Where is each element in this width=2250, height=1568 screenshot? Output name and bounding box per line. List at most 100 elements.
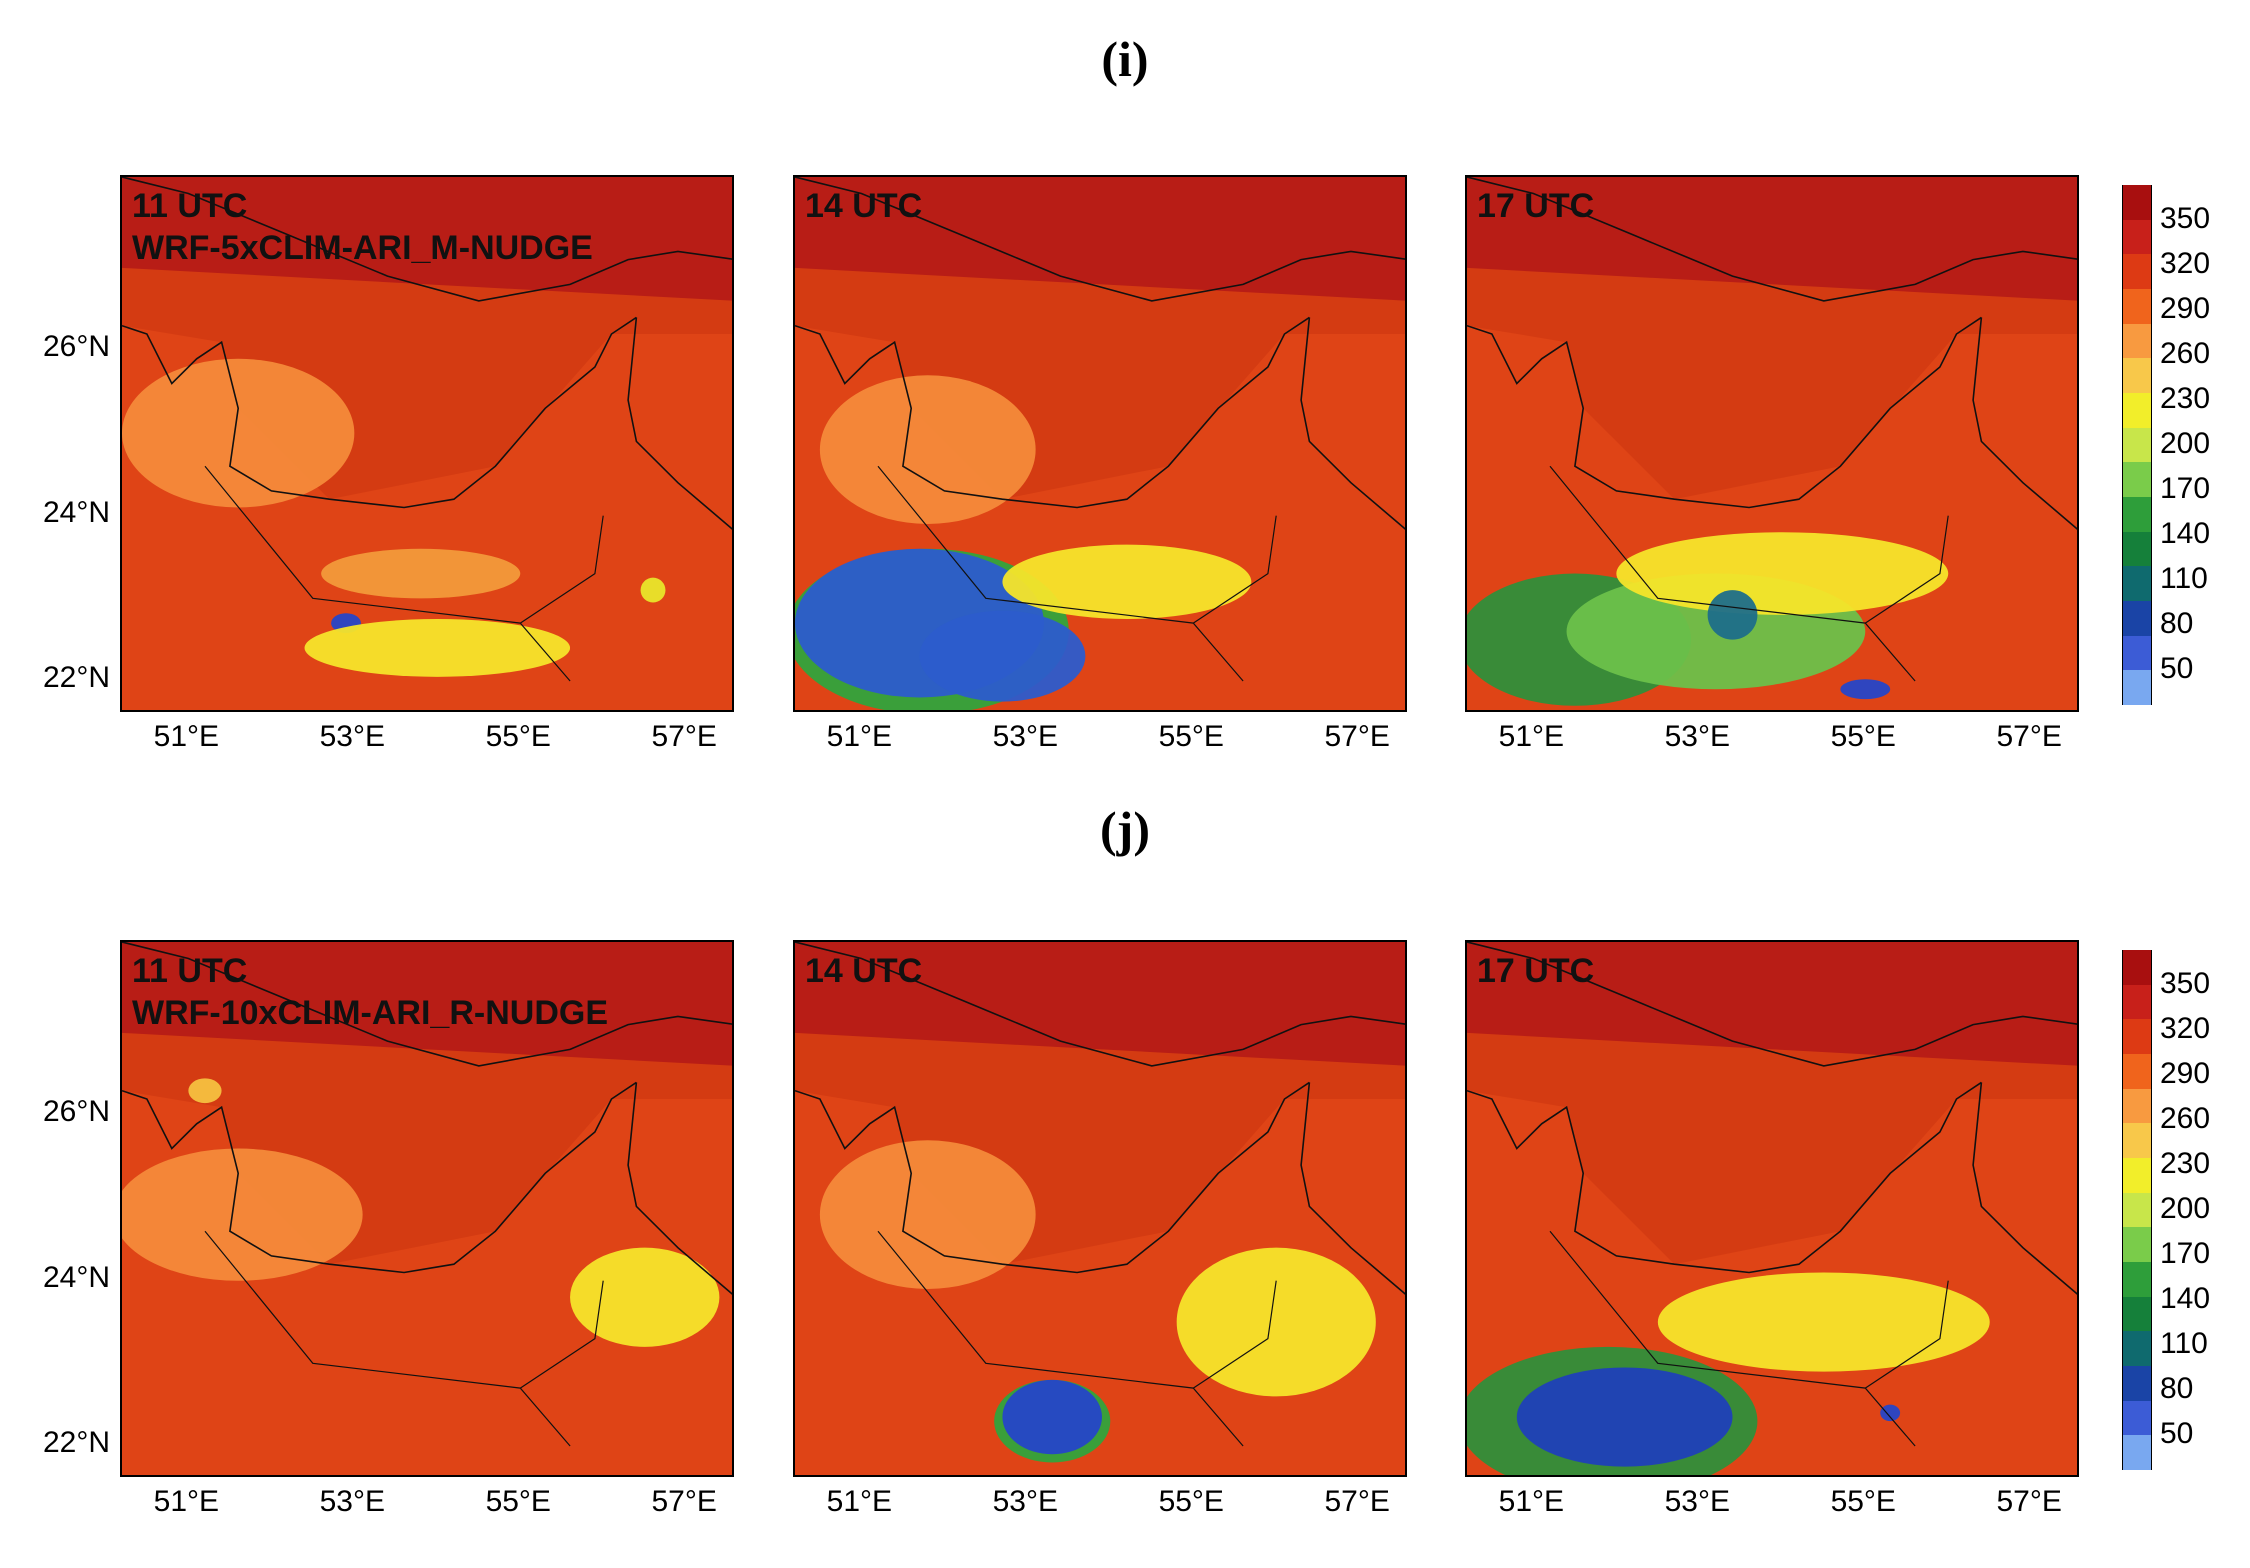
border-line [519,1280,604,1389]
coastline [795,942,1405,1067]
lon-tick-label: 57°E [1324,1485,1390,1518]
map-panel: 14 UTC [793,175,1407,712]
colorbar-tick-label: 170 [2160,1237,2211,1271]
lon-tick-label: 53°E [319,1485,385,1518]
cloud-blob [1516,1367,1733,1467]
colorbar-tick-label: 230 [2160,381,2211,415]
cloud-blob [1707,590,1758,640]
lon-tick-label: 51°E [1498,720,1565,753]
colorbar-tick-label: 350 [2160,201,2211,235]
colorbar-segment [2122,601,2152,636]
lat-tick-label: 26°N [42,1095,110,1129]
colorbar-segment [2122,984,2152,1020]
colorbar-segment [2122,1123,2152,1158]
lon-tick-label: 55°E [1158,1485,1224,1518]
map-field [1467,942,2077,1475]
cloud-blob [1002,1379,1102,1455]
lon-tick-label: 53°E [1664,720,1730,753]
map-panel: 11 UTC WRF-5xCLIM-ARI_M-NUDGE [120,175,734,712]
cloud-blob [122,1148,363,1281]
cloud-blob [1616,532,1949,615]
colorbar-segment [2122,1088,2152,1124]
colorbar-tick-label: 200 [2160,427,2211,460]
lon-tick-label: 53°E [992,1485,1058,1518]
border-line [519,515,604,624]
map-panel: 11 UTC WRF-10xCLIM-ARI_R-NUDGE [120,940,734,1477]
panel-label-1: (j) [1100,801,1150,857]
lat-tick-label: 22°N [42,660,110,694]
cloud-blob [1880,1404,1901,1422]
field-north [1467,177,2077,301]
colorbar-tick-label: 140 [2160,517,2211,551]
colorbar-segment [2122,1192,2152,1228]
cloud-blob [819,375,1036,524]
coastline [1972,317,2077,530]
lat-tick-label: 24°N [42,495,110,529]
colorbar-segment [2122,950,2152,985]
colorbar: 350 320 290 260 230 200 170 140 110 80 50 [2122,185,2210,705]
lon-tick-label: 53°E [992,720,1058,753]
lon-tick-label: 51°E [153,1485,220,1518]
field-land [122,1090,732,1475]
map-field [1467,177,2077,710]
cloud-blob [122,358,355,508]
coastline [122,1081,637,1274]
map-panel: 17 UTC [1465,940,2079,1477]
field-north [1467,942,2077,1066]
lon-tick-label: 55°E [1830,720,1896,753]
colorbar-tick-label: 80 [2160,1372,2194,1406]
colorbar-segment [2122,1227,2152,1262]
border-line [1549,465,1916,682]
colorbar-segment [2122,670,2152,705]
lon-tick-label: 55°E [1830,1485,1896,1518]
map-run-name: WRF-5xCLIM-ARI_M-NUDGE [132,229,593,267]
coastline [1467,316,1982,509]
field-land [122,325,732,710]
colorbar-segment [2122,358,2152,393]
coastline [122,942,732,1067]
map-time: 17 UTC [1477,187,1595,225]
colorbar-segment [2122,1400,2152,1436]
colorbar-segment [2122,289,2152,324]
lon-tick-label: 55°E [485,720,551,753]
colorbar-segment [2122,323,2152,359]
border-line [877,1230,1244,1447]
colorbar-segment [2122,185,2152,220]
coastline [1467,942,2077,1067]
lat-tick-label: 26°N [42,330,110,364]
colorbar: 350 320 290 260 230 200 170 140 110 80 50 [2122,950,2210,1470]
colorbar-segment [2122,1054,2152,1089]
map-panel: 17 UTC [1465,175,2079,712]
lon-tick-label: 57°E [1996,1485,2062,1518]
colorbar-segment [2122,1331,2152,1366]
map-time: 14 UTC [805,952,923,990]
colorbar-segment [2122,1262,2152,1297]
colorbar-segment [2122,1435,2152,1470]
colorbar-tick-label: 320 [2160,1011,2211,1045]
colorbar-segment [2122,566,2152,601]
colorbar-tick-label: 260 [2160,336,2211,370]
coastline [1300,1082,1405,1295]
lon-tick-label: 51°E [826,1485,893,1518]
border-line [1192,515,1277,624]
colorbar-tick-label: 350 [2160,966,2211,1000]
lon-tick-label: 57°E [1324,720,1390,753]
colorbar-tick-label: 110 [2160,562,2208,596]
lon-tick-label: 51°E [153,720,220,753]
colorbar-tick-label: 260 [2160,1101,2211,1135]
border-line [1864,1280,1949,1389]
colorbar-segment [2122,427,2152,463]
cloud-blob [304,618,571,677]
coastline [627,1082,732,1295]
cloud-blob [1176,1247,1376,1397]
colorbar-segment [2122,1366,2152,1401]
lon-tick-label: 57°E [651,720,717,753]
cloud-blob [1002,544,1252,619]
colorbar-segment [2122,1019,2152,1054]
coastline [795,316,1310,509]
cloud-blob [640,577,666,603]
coastline [1467,177,2077,302]
map-field [795,942,1405,1475]
colorbar-segment [2122,635,2152,671]
lon-tick-label: 57°E [1996,720,2062,753]
